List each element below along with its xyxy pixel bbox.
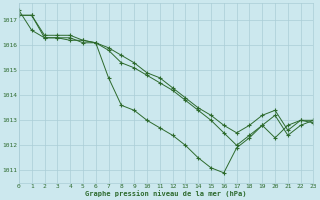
X-axis label: Graphe pression niveau de la mer (hPa): Graphe pression niveau de la mer (hPa) xyxy=(85,190,247,197)
